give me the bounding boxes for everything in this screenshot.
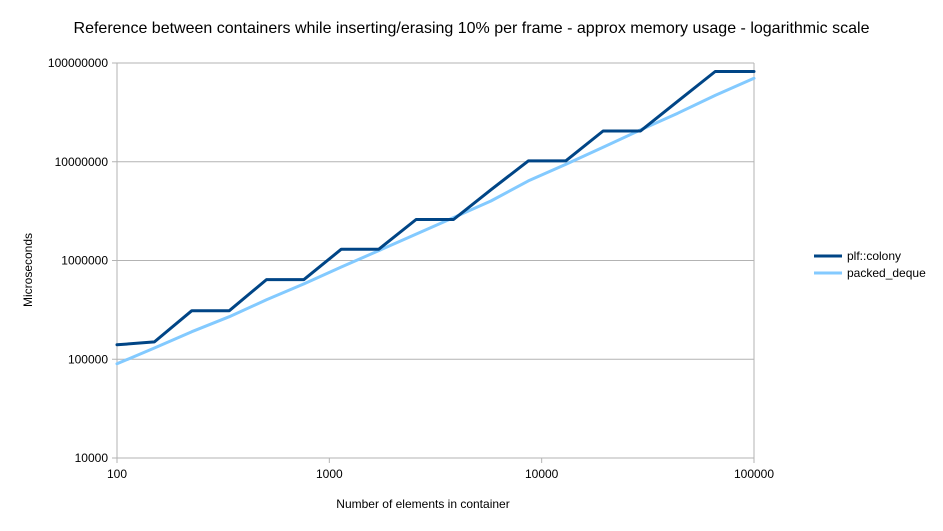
chart-title: Reference between containers while inser… (73, 20, 870, 37)
y-tick-label: 10000000 (55, 155, 109, 169)
x-tick-labels: 100 1000 10000 100000 (107, 467, 774, 481)
series-line-plf-colony (115, 70, 756, 347)
x-tick-label: 1000 (316, 467, 343, 481)
y-tick-label: 1000000 (61, 254, 108, 268)
x-axis-title: Number of elements in container (336, 497, 509, 511)
legend-label: plf::colony (847, 249, 901, 263)
y-axis-title: Microseconds (21, 233, 35, 307)
y-tick-label: 10000 (75, 451, 109, 465)
axes (112, 62, 755, 463)
x-tick-label: 100000 (734, 467, 774, 481)
y-tick-label: 100000 (68, 352, 108, 366)
x-tick-label: 100 (107, 467, 127, 481)
y-tick-labels: 10000 100000 1000000 10000000 100000000 (48, 56, 108, 465)
legend-label: packed_deque (847, 266, 926, 280)
series-line-packed-deque (115, 76, 756, 366)
series-lines (115, 70, 756, 366)
x-tick-label: 10000 (525, 467, 559, 481)
y-tick-label: 100000000 (48, 56, 108, 70)
